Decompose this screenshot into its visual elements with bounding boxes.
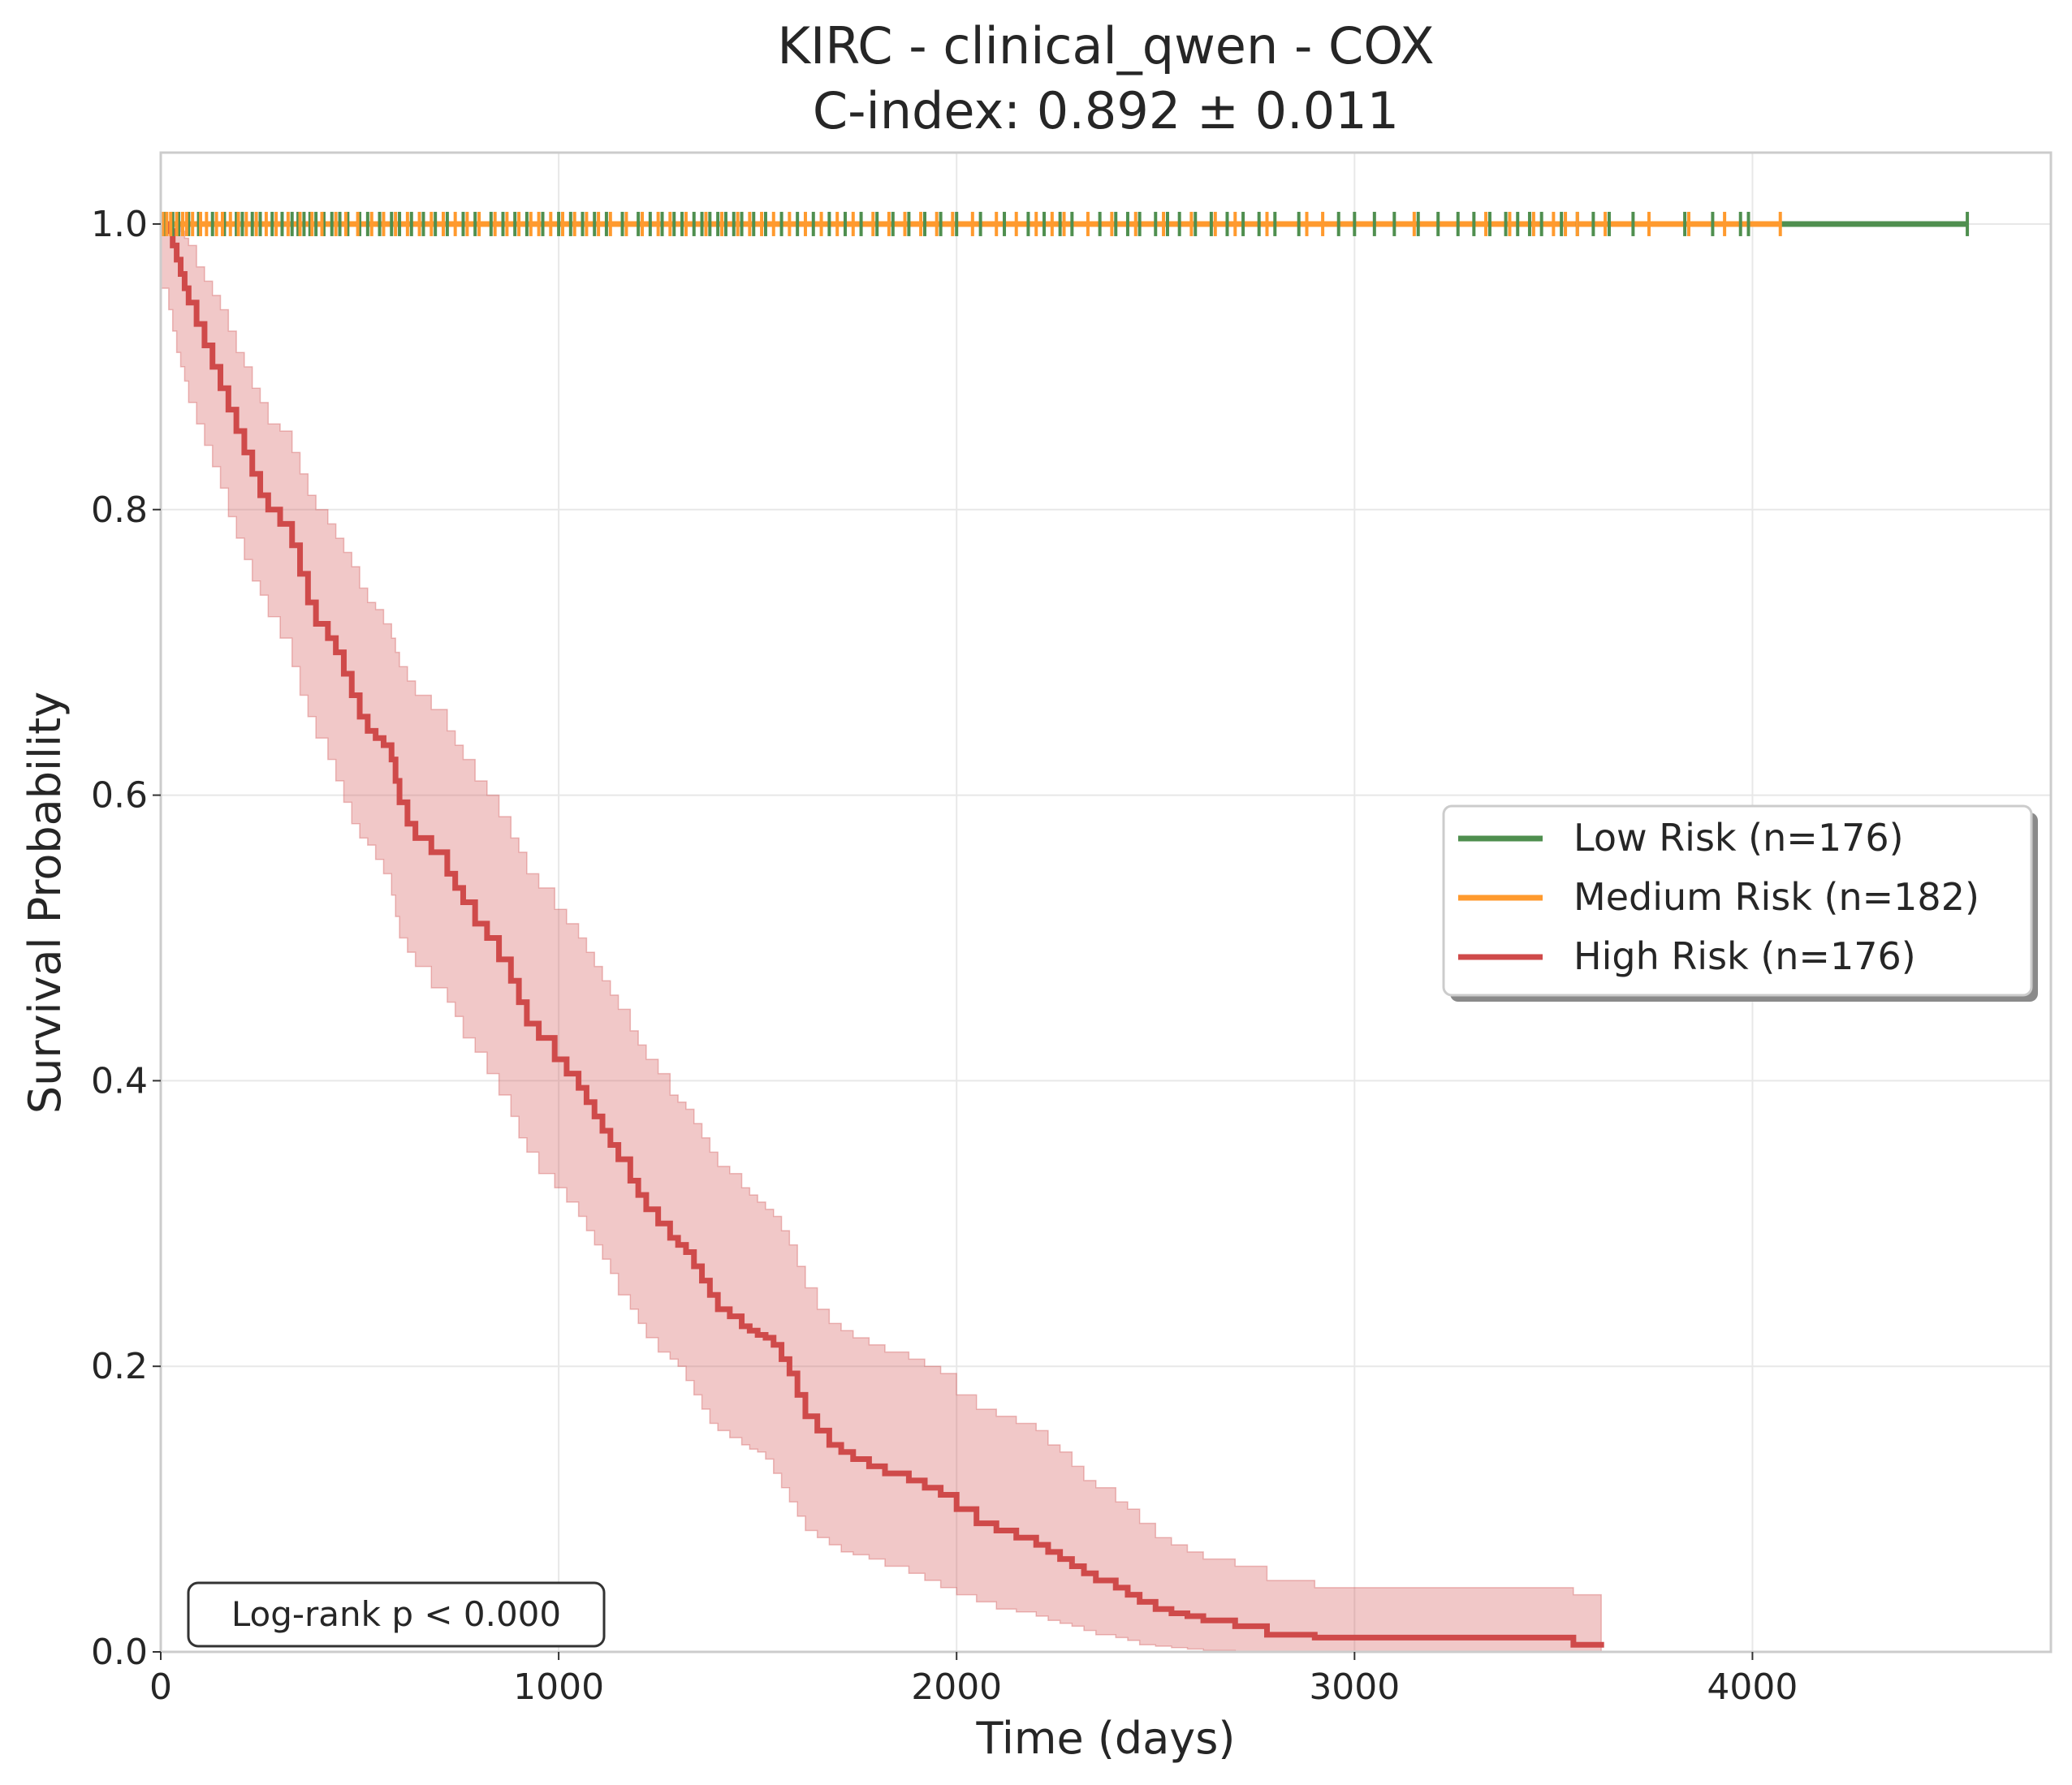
annotation-text: Log-rank p < 0.000: [231, 1594, 561, 1634]
legend: Low Risk (n=176) Medium Risk (n=182) High …: [1442, 804, 2038, 1002]
x-tick-label: 0: [149, 1666, 172, 1708]
x-tick-label: 1000: [513, 1666, 604, 1708]
x-tick-label: 3000: [1309, 1666, 1400, 1708]
legend-box: [1442, 804, 2033, 997]
censor-marks: [161, 211, 1970, 236]
legend-label: Medium Risk (n=182): [1573, 875, 1979, 919]
y-tick-label: 0.4: [91, 1060, 148, 1102]
x-axis-label: Time (days): [976, 1713, 1236, 1764]
x-tick-label: 4000: [1707, 1666, 1798, 1708]
survival-curve: [161, 221, 1604, 1648]
y-axis-label: Survival Probability: [19, 692, 71, 1114]
y-tick-label: 1.0: [91, 204, 148, 245]
chart-title: KIRC - clinical_qwen - COX: [777, 16, 1434, 75]
y-tick-label: 0.8: [91, 489, 148, 531]
x-tick-label: 2000: [911, 1666, 1002, 1708]
y-tick-label: 0.6: [91, 775, 148, 817]
legend-label: Low Risk (n=176): [1573, 816, 1904, 860]
y-tick-label: 0.2: [91, 1346, 148, 1387]
y-tick-label: 0.0: [91, 1632, 148, 1673]
plot-frame: [159, 151, 2053, 1653]
legend-label: High Risk (n=176): [1573, 934, 1916, 978]
y-axis-ticks: 0.0 0.2 0.4 0.6 0.8 1.0: [91, 204, 161, 1673]
chart-subtitle: C-index: 0.892 ± 0.011: [813, 81, 1399, 140]
x-axis-ticks: 0 1000 2000 3000 4000: [149, 1652, 1798, 1708]
annotation-box: [187, 1581, 606, 1648]
logrank-annotation: Log-rank p < 0.000: [187, 1581, 606, 1648]
